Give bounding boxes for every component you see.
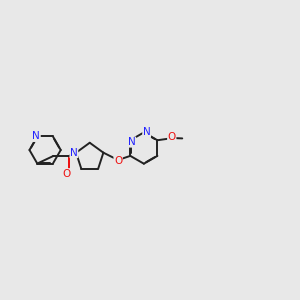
Text: O: O (168, 133, 176, 142)
Text: N: N (128, 137, 136, 147)
Text: N: N (70, 148, 78, 158)
Text: N: N (143, 128, 151, 137)
Text: O: O (63, 169, 71, 179)
Text: O: O (114, 156, 122, 166)
Text: N: N (32, 131, 40, 142)
